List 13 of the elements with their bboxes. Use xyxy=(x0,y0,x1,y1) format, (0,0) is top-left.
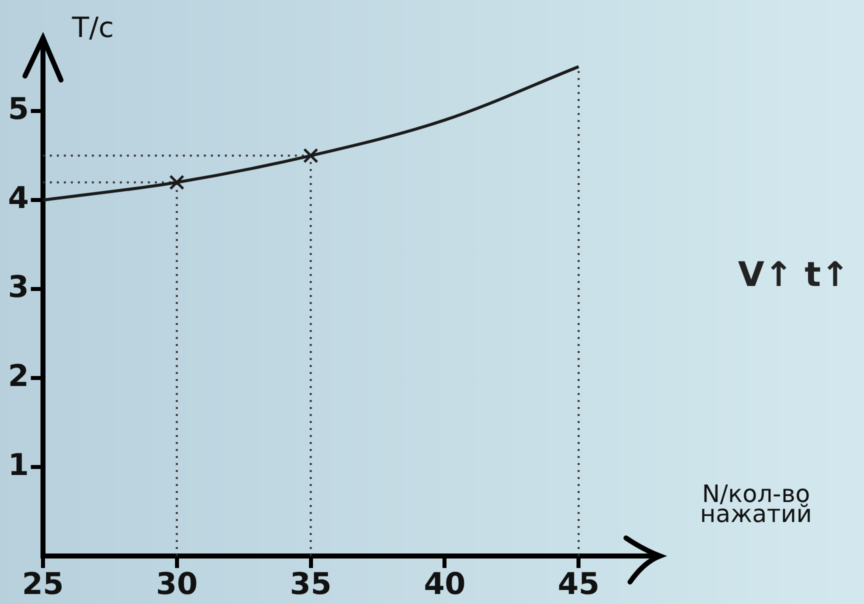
x-tick-label: 35 xyxy=(290,566,332,602)
x-axis-title: N/кол-во нажатий xyxy=(699,480,813,528)
x-tick-label: 40 xyxy=(424,566,466,602)
x-tick-label: 45 xyxy=(558,566,600,602)
y-axis-title: T/c xyxy=(72,11,114,44)
x-tick-label: 30 xyxy=(156,566,198,602)
y-tick-label: 4 xyxy=(8,180,29,216)
y-tick-label: 1 xyxy=(8,448,29,483)
y-tick-label: 3 xyxy=(8,270,29,305)
y-tick-label: 2 xyxy=(8,358,29,394)
x-tick-label: 25 xyxy=(22,566,64,602)
y-tick-label: 5 xyxy=(8,92,29,127)
text: V↑ t↑ xyxy=(738,255,850,295)
